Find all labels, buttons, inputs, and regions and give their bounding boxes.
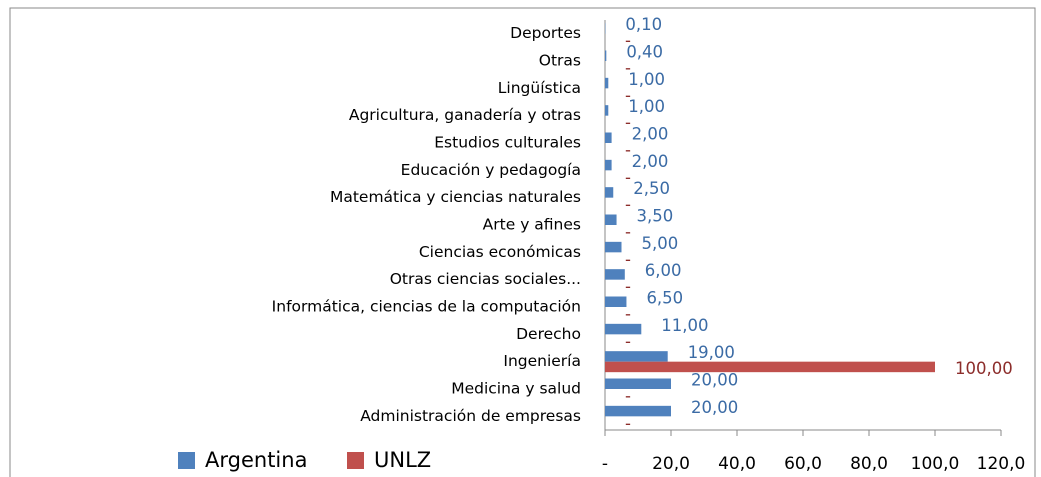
y-tick-label: Ingeniería [503, 352, 581, 370]
bar [605, 50, 607, 61]
value-label: 2,00 [632, 152, 669, 171]
value-label: - [625, 332, 631, 351]
value-label: 0,40 [626, 43, 663, 62]
y-tick-label: Estudios culturales [434, 134, 581, 152]
value-label: 2,00 [632, 125, 669, 144]
y-tick-label: Otras ciencias sociales... [390, 270, 581, 288]
value-label: - [625, 59, 631, 78]
value-label: - [625, 113, 631, 132]
y-tick-label: Deportes [510, 24, 581, 42]
value-label: - [625, 387, 631, 406]
bar [605, 323, 642, 335]
value-label: 20,00 [691, 371, 738, 390]
value-label: - [625, 223, 631, 242]
bar [605, 105, 609, 116]
x-tick-label: 60,0 [784, 454, 822, 474]
bar [605, 187, 614, 198]
x-tick-label: - [602, 454, 608, 474]
x-tick-label: 40,0 [718, 454, 756, 474]
value-label: 2,50 [633, 179, 670, 198]
y-tick-label: Otras [539, 52, 581, 70]
x-tick-label: 20,0 [652, 454, 690, 474]
y-tick-label: Medicina y salud [451, 380, 581, 398]
bar [605, 77, 609, 89]
value-label: 20,00 [691, 398, 738, 417]
value-label: 6,00 [645, 261, 682, 280]
value-label: 3,50 [637, 207, 674, 226]
legend-label: Argentina [205, 448, 307, 472]
value-label: - [625, 414, 631, 433]
bar [605, 159, 612, 171]
y-tick-label: Arte y afines [483, 216, 581, 234]
y-tick-label: Agricultura, ganadería y otras [349, 106, 581, 124]
y-tick-label: Educación y pedagogía [401, 161, 581, 179]
legend-label: UNLZ [374, 448, 431, 472]
value-label: - [625, 277, 631, 296]
x-tick-label: 100,0 [911, 454, 960, 474]
value-label: - [625, 305, 631, 324]
value-label: - [625, 195, 631, 214]
bar [605, 214, 617, 225]
bar [605, 269, 625, 280]
x-tick-label: 80,0 [850, 454, 888, 474]
bar [605, 241, 622, 253]
bar [605, 405, 671, 417]
value-label: - [625, 86, 631, 105]
y-tick-label: Matemática y ciencias naturales [330, 188, 581, 206]
value-label: 1,00 [628, 70, 665, 89]
value-label: - [625, 168, 631, 187]
y-tick-label: Ciencias económicas [419, 243, 581, 261]
x-tick-label: 120,0 [977, 454, 1026, 474]
legend-swatch [178, 452, 195, 469]
y-tick-label: Derecho [516, 325, 581, 343]
value-label: - [625, 141, 631, 160]
y-tick-label: Informática, ciencias de la computación [272, 298, 581, 316]
value-label: 19,00 [688, 343, 735, 362]
value-label: 0,10 [625, 15, 662, 34]
y-tick-label: Administración de empresas [360, 407, 581, 425]
value-label: 6,50 [646, 289, 683, 308]
legend-swatch [347, 452, 364, 469]
y-tick-label: Lingüística [498, 79, 581, 97]
chart-frame [9, 7, 1036, 477]
bar [605, 132, 612, 143]
bar [605, 296, 627, 307]
bar [605, 351, 668, 362]
value-label: - [625, 31, 631, 50]
value-label: 1,00 [628, 97, 665, 116]
bar [605, 378, 671, 389]
bar [605, 361, 935, 373]
value-label: 5,00 [642, 234, 679, 253]
value-label: - [625, 250, 631, 269]
value-label: 100,00 [955, 359, 1013, 378]
value-label: 11,00 [661, 316, 708, 335]
